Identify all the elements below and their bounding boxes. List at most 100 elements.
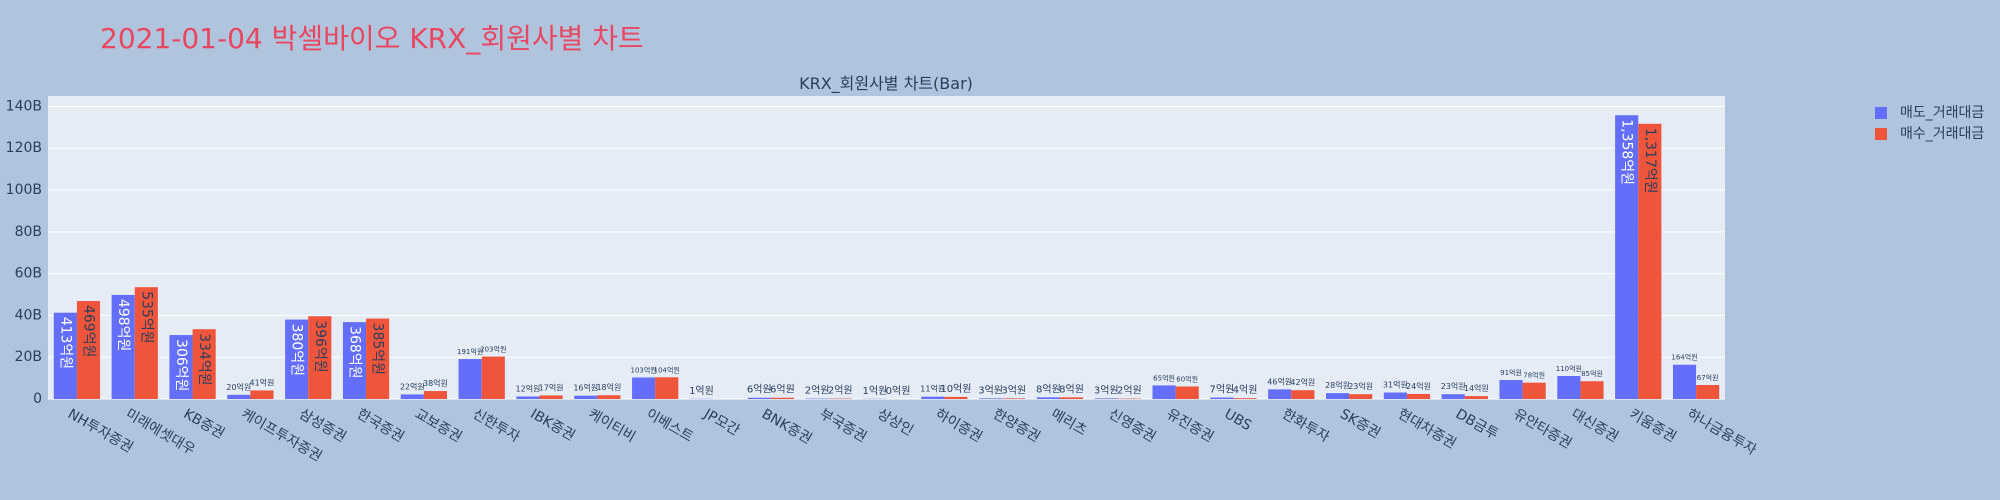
data-label: 17억원 bbox=[539, 382, 564, 392]
x-tick-label: 신한투자 bbox=[470, 406, 523, 446]
legend-label: 매수_거래대금 bbox=[1900, 126, 1984, 142]
x-tick-label: 한양증권 bbox=[990, 406, 1043, 446]
data-label: 191억원 bbox=[457, 347, 483, 356]
data-label: 1억원 bbox=[689, 385, 714, 397]
x-tick-label: 키움증권 bbox=[1626, 406, 1679, 446]
bar bbox=[169, 335, 193, 399]
bar bbox=[574, 395, 598, 399]
bar bbox=[1522, 382, 1546, 399]
data-label: 385억원 bbox=[370, 323, 386, 375]
bar bbox=[1002, 398, 1026, 399]
x-tick-label: UBS bbox=[1221, 406, 1254, 434]
data-label: 498억원 bbox=[115, 299, 131, 351]
legend-swatch bbox=[1875, 107, 1887, 119]
bar bbox=[250, 390, 274, 399]
data-label: 2억원 bbox=[805, 385, 830, 397]
bar bbox=[1152, 385, 1176, 399]
data-label: 0억원 bbox=[886, 385, 911, 397]
data-label: 469억원 bbox=[80, 305, 96, 357]
bar bbox=[747, 397, 771, 399]
data-label: 413억원 bbox=[57, 317, 73, 369]
x-tick-label: 대신증권 bbox=[1568, 406, 1621, 446]
bar bbox=[111, 294, 135, 399]
y-tick-label: 40B bbox=[15, 307, 42, 323]
bar bbox=[1615, 115, 1639, 400]
data-label: 164억원 bbox=[1671, 353, 1697, 362]
data-label: 65억원 bbox=[1153, 373, 1175, 382]
chart-title: 2021-01-04 박셀바이오 KRX_회원사별 차트 bbox=[100, 22, 644, 55]
bar bbox=[481, 356, 505, 399]
bar bbox=[1175, 386, 1199, 399]
data-label: 4억원 bbox=[1233, 384, 1258, 396]
data-label: 38억원 bbox=[423, 378, 448, 388]
data-label: 78억원 bbox=[1523, 371, 1545, 380]
data-label: 12억원 bbox=[516, 383, 541, 393]
bar bbox=[366, 318, 390, 399]
data-label: 18억원 bbox=[596, 382, 621, 392]
data-label: 535억원 bbox=[138, 291, 154, 343]
x-tick-label: NH투자증권 bbox=[65, 406, 136, 456]
data-label: 396억원 bbox=[312, 320, 328, 372]
x-tick-label: SK증권 bbox=[1337, 406, 1383, 442]
y-tick-label: 100B bbox=[6, 182, 42, 198]
data-label: 20억원 bbox=[226, 382, 251, 392]
x-tick-label: 메리츠 bbox=[1048, 406, 1090, 439]
data-label: 1억원 bbox=[863, 385, 888, 397]
bar bbox=[979, 398, 1003, 399]
chart-subtitle: KRX_회원사별 차트(Bar) bbox=[799, 74, 973, 94]
bar bbox=[134, 287, 158, 399]
legend-label: 매도_거래대금 bbox=[1900, 105, 1984, 121]
bar bbox=[192, 329, 216, 399]
data-label: 42억원 bbox=[1290, 377, 1315, 387]
x-tick-label: 신영증권 bbox=[1106, 406, 1159, 446]
data-label: 8억원 bbox=[1059, 383, 1084, 395]
data-label: 14억원 bbox=[1464, 383, 1489, 393]
bar bbox=[597, 395, 621, 399]
x-tick-label: JP모간 bbox=[700, 406, 742, 440]
x-tick-label: BNK증권 bbox=[759, 406, 815, 447]
data-label: 8억원 bbox=[1036, 383, 1061, 395]
bar bbox=[770, 397, 794, 399]
x-tick-label: DB금투 bbox=[1453, 406, 1501, 443]
data-label: 85억원 bbox=[1581, 369, 1603, 378]
x-tick-label: 이베스트 bbox=[643, 406, 696, 446]
data-label: 23억원 bbox=[1441, 381, 1466, 391]
bar bbox=[1349, 394, 1373, 399]
data-label: 104억원 bbox=[654, 365, 680, 374]
bar bbox=[458, 359, 482, 399]
x-tick-label: 유진증권 bbox=[1164, 406, 1217, 446]
data-label: 334억원 bbox=[196, 333, 212, 385]
data-label: 16억원 bbox=[573, 383, 598, 393]
data-label: 2억원 bbox=[828, 385, 853, 397]
data-label: 103억원 bbox=[630, 365, 656, 374]
bar bbox=[539, 395, 563, 399]
bar bbox=[1094, 398, 1118, 399]
bar bbox=[1383, 392, 1407, 399]
x-tick-label: 상상인 bbox=[875, 406, 916, 439]
data-label: 10억원 bbox=[940, 383, 971, 395]
bar bbox=[1233, 398, 1257, 399]
x-tick-label: 하나금융투자 bbox=[1684, 406, 1759, 459]
bar bbox=[1464, 396, 1488, 399]
data-label: 368억원 bbox=[346, 326, 362, 378]
x-tick-label: IBK증권 bbox=[528, 406, 578, 444]
bar bbox=[632, 377, 656, 399]
bar bbox=[1696, 384, 1720, 399]
bar bbox=[1325, 393, 1350, 399]
bar bbox=[342, 322, 367, 399]
bar bbox=[1268, 389, 1292, 399]
bar bbox=[1441, 394, 1465, 399]
bar bbox=[921, 396, 945, 399]
y-tick-label: 0 bbox=[33, 391, 42, 407]
bar bbox=[1210, 397, 1234, 399]
bar bbox=[944, 396, 968, 399]
bar bbox=[655, 377, 679, 399]
x-tick-label: 현대차증권 bbox=[1395, 406, 1459, 452]
bar bbox=[400, 394, 424, 399]
bar bbox=[76, 300, 101, 399]
data-label: 3억원 bbox=[1001, 384, 1026, 396]
bar bbox=[227, 394, 251, 399]
data-label: 2억원 bbox=[1117, 385, 1142, 397]
bar bbox=[1291, 390, 1315, 399]
bar bbox=[1557, 376, 1581, 399]
